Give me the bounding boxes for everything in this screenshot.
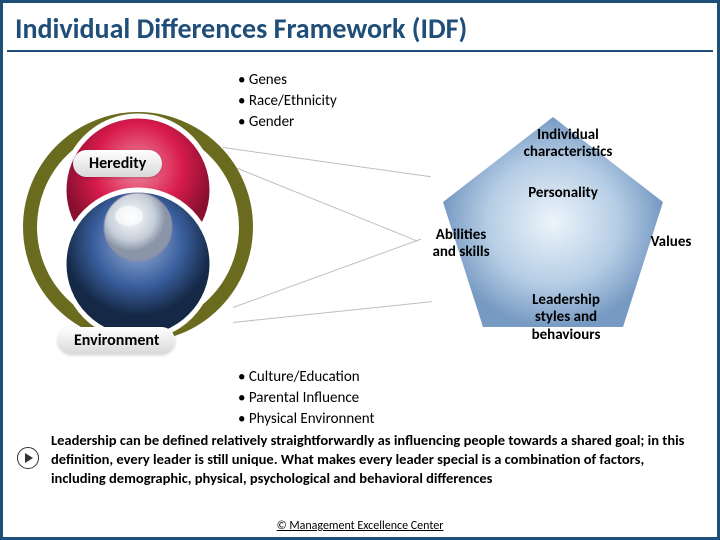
connector-line [233, 239, 421, 308]
connector-line [233, 301, 432, 323]
diagram-area: Heredity • Genes • Race/Ethnicity • Gend… [3, 52, 717, 472]
heredity-label: Heredity [73, 150, 162, 177]
environment-label: Environment [58, 327, 175, 354]
pentagon-node-left: Abilitiesand skills [421, 227, 501, 262]
pentagon-node-top: Personality [513, 185, 613, 202]
pentagon-node-right: Values [641, 234, 701, 251]
play-icon[interactable] [17, 447, 39, 469]
heredity-bullets: • Genes • Race/Ethnicity • Gender [238, 70, 337, 133]
bullet-item: • Culture/Education [238, 367, 375, 388]
bullet-item: • Gender [238, 112, 337, 133]
environment-bullets: • Culture/Education • Parental Influence… [238, 367, 375, 430]
bullet-item: • Genes [238, 70, 337, 91]
copyright-text: © Management Excellence Center [3, 519, 717, 533]
venn-diagram [23, 112, 253, 342]
pentagon-node-bottom: Leadershipstyles andbehaviours [511, 292, 621, 344]
bullet-item: • Physical Environnent [238, 409, 375, 430]
pentagon-header: Individualcharacteristics [508, 127, 628, 162]
pentagon-diagram: Individualcharacteristics Personality Ab… [423, 97, 683, 347]
bullet-item: • Race/Ethnicity [238, 91, 337, 112]
footer-paragraph: Leadership can be defined relatively str… [51, 431, 697, 488]
page-title: Individual Differences Framework (IDF) [3, 3, 717, 50]
connector-line [223, 147, 431, 177]
bullet-item: • Parental Influence [238, 388, 375, 409]
